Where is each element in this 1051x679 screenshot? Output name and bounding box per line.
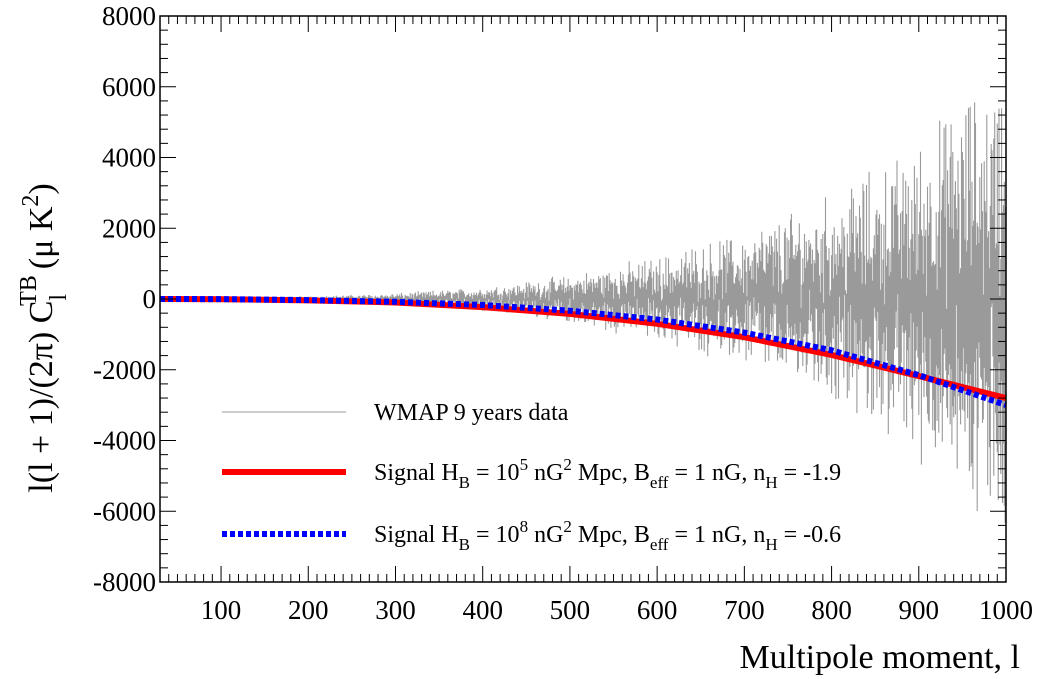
legend-label-part: B <box>459 473 470 492</box>
x-tick-label: 900 <box>899 595 940 625</box>
legend-label-part: nG <box>528 460 563 486</box>
signal-series-1 <box>159 296 1007 401</box>
legend-label-part: = -1.9 <box>778 460 842 486</box>
legend-label-part: B <box>459 535 470 554</box>
x-tick-label: 1000 <box>979 595 1033 625</box>
legend-label-part: H <box>765 473 777 492</box>
legend-label-part: Mpc, B <box>572 460 650 486</box>
legend-label-part: 2 <box>563 455 572 474</box>
legend-label-1: WMAP 9 years data <box>374 400 569 426</box>
y-tick-label: -8000 <box>93 567 156 597</box>
y-axis-title-text: l(l + 1)/(2π) ClTB(μ K2) <box>16 183 72 492</box>
y-tick-label: 8000 <box>102 1 156 31</box>
legend-label-part: Signal H <box>374 522 459 548</box>
y-tick-label: 2000 <box>102 213 156 243</box>
legend-label-part: 2 <box>563 517 572 536</box>
y-tick-label: 4000 <box>102 143 156 173</box>
y-tick-label: 6000 <box>102 72 156 102</box>
legend-label-part: = -0.6 <box>778 522 842 548</box>
x-tick-label: 100 <box>201 595 242 625</box>
legend-label-part: = 1 nG, n <box>668 460 765 486</box>
x-tick-label: 400 <box>462 595 503 625</box>
legend-label-part: Signal H <box>374 460 459 486</box>
y-tick-label: -2000 <box>93 355 156 385</box>
x-tick-label: 800 <box>811 595 852 625</box>
legend-label-part: 5 <box>520 455 529 474</box>
legend-label-part: = 10 <box>470 460 520 486</box>
legend-label-part: nG <box>528 522 563 548</box>
legend-label-2: Signal HB = 105 nG2 Mpc, Beff = 1 nG, nH… <box>374 455 841 492</box>
data-layer <box>159 102 1007 523</box>
x-axis-title: Multipole moment, l <box>740 639 1020 676</box>
y-tick-label: 0 <box>143 284 157 314</box>
legend-label-3: Signal HB = 108 nG2 Mpc, Beff = 1 nG, nH… <box>374 517 841 554</box>
x-tick-label: 700 <box>724 595 765 625</box>
legend-label-part: Mpc, B <box>572 522 650 548</box>
legend-label-part: = 10 <box>470 522 520 548</box>
x-tick-label: 200 <box>288 595 329 625</box>
y-tick-label: -6000 <box>93 496 156 526</box>
tick-layer: 100 200 300 400 500 600 700 800 900 1000 -8000 -600… <box>93 1 1033 625</box>
signal-series-2 <box>159 296 1007 408</box>
y-tick-label: -4000 <box>93 426 156 456</box>
x-tick-label: 300 <box>375 595 416 625</box>
x-tick-label: 600 <box>637 595 678 625</box>
y-axis-title: l(l + 1)/(2π) ClTB(μ K2) <box>16 183 72 492</box>
legend-label-part: eff <box>650 473 669 492</box>
legend-label-part: eff <box>650 535 669 554</box>
x-tick-label: 500 <box>550 595 591 625</box>
legend-label-part: H <box>765 535 777 554</box>
legend-label-part: 8 <box>520 517 529 536</box>
legend-label-part: = 1 nG, n <box>668 522 765 548</box>
